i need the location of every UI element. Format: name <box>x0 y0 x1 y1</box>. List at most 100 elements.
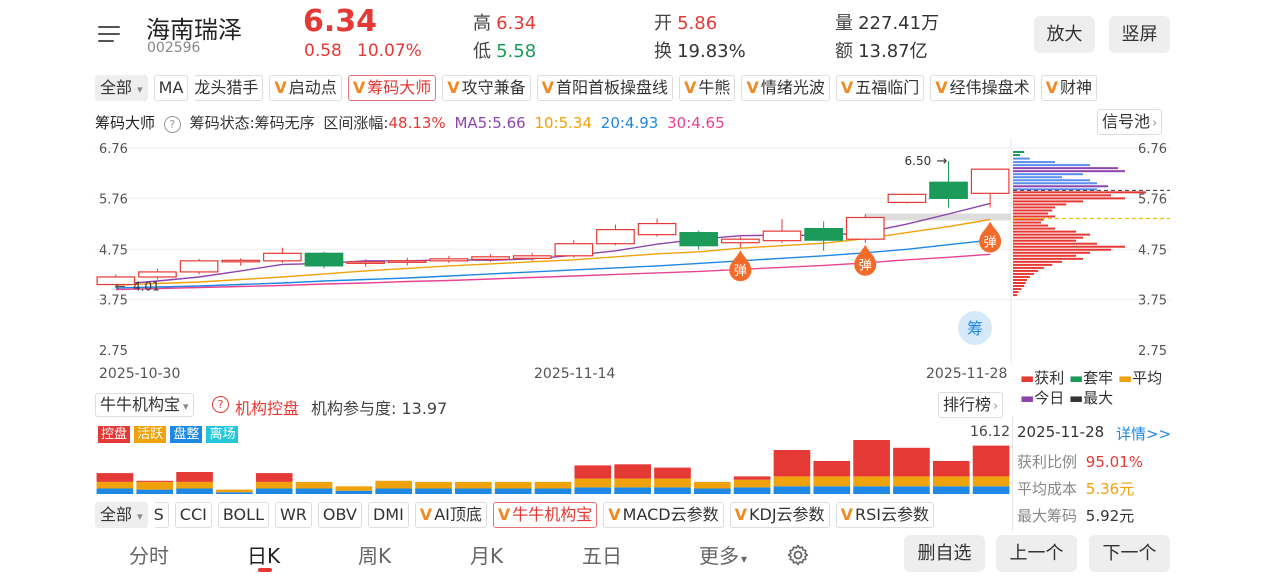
y-axis-tick: 3.75 <box>99 294 128 309</box>
institution-bar-segment <box>574 487 612 494</box>
tab-attack-defense[interactable]: V 攻守兼备 <box>442 75 531 101</box>
tab-s[interactable]: S <box>153 502 169 528</box>
tab-boll[interactable]: BOLL <box>217 502 269 528</box>
x-axis-label: 2025-11-14 <box>534 366 616 382</box>
bounce-signal-marker: 弹 <box>854 244 877 276</box>
institution-bar-segment <box>614 464 651 479</box>
ma5-value: MA5:5.66 <box>454 114 526 132</box>
tab-wealth-god[interactable]: V 财神 <box>1040 75 1098 101</box>
tab-ai-top-bottom[interactable]: V AI顶底 <box>414 502 487 528</box>
v-icon: V <box>1045 78 1059 97</box>
institution-bar-segment <box>893 486 930 494</box>
quote-label: 量 <box>835 13 853 34</box>
help-icon[interactable]: ? <box>163 116 181 133</box>
active-tab-indicator <box>258 568 272 572</box>
institution-bar-segment <box>96 481 134 489</box>
next-stock-button[interactable]: 下一个 <box>1089 535 1170 572</box>
tab-kdj-cloud[interactable]: V KDJ云参数 <box>729 502 830 528</box>
dropdown-icon: ▾ <box>183 400 189 413</box>
v-icon: V <box>352 78 366 97</box>
bounce-signal-marker: 弹 <box>979 221 1002 253</box>
tab-jingwei[interactable]: V 经伟操盘术 <box>930 75 1035 101</box>
detail-link[interactable]: 详情>> <box>1116 425 1172 443</box>
chip-distribution-bar <box>1013 288 1022 291</box>
institution-bar-segment <box>932 461 970 477</box>
tab-obv[interactable]: OBV <box>317 502 362 528</box>
chip-distribution-bar <box>1013 212 1048 215</box>
v-icon: V <box>608 505 621 524</box>
portrait-button[interactable]: 竖屏 <box>1109 16 1170 53</box>
x-axis-label: 2025-11-28 <box>926 366 1008 382</box>
tab-emotion-wave[interactable]: V 情绪光波 <box>741 75 830 101</box>
tab-wr[interactable]: WR <box>274 502 312 528</box>
help-icon[interactable]: ? <box>212 396 229 413</box>
tab-launch-point[interactable]: V 启动点 <box>269 75 342 101</box>
sub-indicator-selector[interactable]: 牛牛机构宝 ▾ <box>95 393 194 417</box>
quote-value: 5.86 <box>677 13 718 34</box>
institution-bar-segment <box>136 489 174 494</box>
tab-daily-k[interactable]: 日K <box>247 544 281 568</box>
institution-bar-segment <box>216 492 253 494</box>
indicator-tab-strip: 全部 ▾ MA 龙头猎手 V 启动点 V 筹码大师 V 攻守兼备 V 首阳首板操盘线 V 牛熊 V 情绪光波… <box>95 75 1170 101</box>
tab-dragon-hunter[interactable]: 龙头猎手 <box>194 75 264 101</box>
quote-open: 开 5.86 <box>654 9 717 35</box>
bottom-indicator-selector[interactable]: 全部 ▾ <box>95 502 148 528</box>
tab-rsi-cloud[interactable]: V RSI云参数 <box>835 502 934 528</box>
ranking-button[interactable]: 排行榜 › <box>938 392 1004 418</box>
tab-chip-master[interactable]: V 筹码大师 <box>347 75 437 101</box>
chip-distribution-bar <box>1013 161 1055 164</box>
institution-bar-segment <box>534 481 572 489</box>
candle-body <box>387 260 427 263</box>
tab-ma[interactable]: MA <box>153 75 189 101</box>
tab-five-day[interactable]: 五日 <box>582 544 622 568</box>
candlestick-chart[interactable]: 6.76 5.76 4.75 3.75 2.75 6.76 5.76 4.75 3.75 2.75… <box>95 138 1175 364</box>
chip-distribution-bar <box>1013 221 1041 224</box>
tab-cci[interactable]: CCI <box>174 502 212 528</box>
chip-distribution-bar <box>1013 260 1062 263</box>
candle-body <box>221 259 261 263</box>
prev-stock-button[interactable]: 上一个 <box>996 535 1077 572</box>
institution-bar-segment <box>773 450 811 477</box>
indicator-info-line: 筹码大师 ? 筹码状态:筹码无序 区间涨幅:48.13% MA5:5.66 10… <box>95 112 725 133</box>
tab-weekly-k[interactable]: 周K <box>358 544 392 568</box>
zoom-button[interactable]: 放大 <box>1034 16 1095 53</box>
tab-dmi[interactable]: DMI <box>367 502 409 528</box>
chip-distribution-bar <box>1013 224 1048 227</box>
v-icon: V <box>541 78 555 97</box>
quote-volume: 量 227.41万 <box>835 9 939 35</box>
right-axis-tick: 2.75 <box>1138 344 1167 359</box>
delete-watchlist-button[interactable]: 删自选 <box>904 535 985 572</box>
chevron-right-icon: › <box>1152 116 1158 131</box>
price-change-percent: 10.07% <box>357 41 422 61</box>
chip-button <box>958 311 992 345</box>
institution-bar-segment <box>335 486 373 491</box>
signal-pool-button[interactable]: 信号池 › <box>1097 109 1163 135</box>
sub-max-value: 16.12 <box>970 424 1011 440</box>
institution-bar-segment <box>136 480 174 482</box>
chip-distribution-bar <box>1013 254 1076 257</box>
settings-gear-icon[interactable] <box>786 543 810 567</box>
institution-bar-segment <box>176 488 213 494</box>
institution-bar-segment <box>893 476 930 487</box>
tab-macd-cloud[interactable]: V MACD云参数 <box>603 502 724 528</box>
tab-first-board[interactable]: V 首阳首板操盘线 <box>536 75 674 101</box>
chip-distribution-bar <box>1013 215 1055 218</box>
institution-bar-segment <box>654 478 691 488</box>
tab-five-fortune[interactable]: V 五福临门 <box>835 75 925 101</box>
v-icon: V <box>746 78 759 97</box>
y-axis-tick: 6.76 <box>99 142 128 157</box>
tab-bull-bear[interactable]: V 牛熊 <box>679 75 736 101</box>
candle-body <box>304 252 344 267</box>
quote-value: 5.58 <box>496 41 537 62</box>
candle-body <box>596 229 635 245</box>
tab-niuniu-institution[interactable]: V 牛牛机构宝 <box>492 502 598 528</box>
indicator-selector[interactable]: 全部 ▾ <box>95 75 148 101</box>
chip-distribution-bar <box>1013 170 1125 173</box>
tab-intraday[interactable]: 分时 <box>129 544 169 568</box>
tab-monthly-k[interactable]: 月K <box>470 544 504 568</box>
menu-icon[interactable] <box>98 24 122 44</box>
candle-body <box>721 238 760 244</box>
tab-more[interactable]: 更多 ▾ <box>699 544 748 568</box>
institution-bar-segment <box>893 447 930 477</box>
quote-value: 6.34 <box>496 13 537 34</box>
